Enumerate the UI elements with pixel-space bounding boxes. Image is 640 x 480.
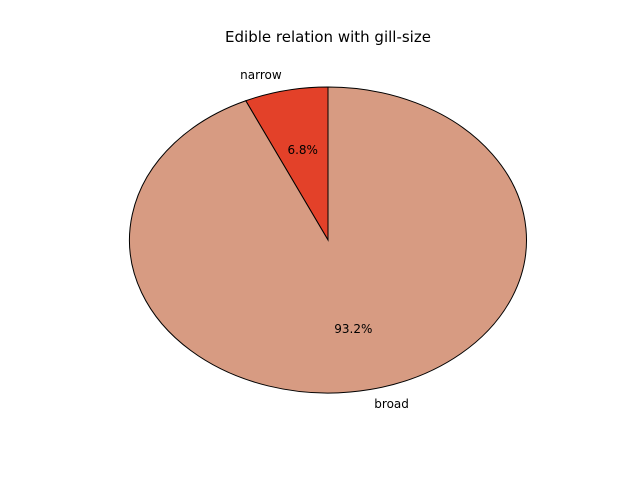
slice-narrow-pct: 6.8% [287, 143, 318, 157]
slice-narrow-label: narrow [240, 68, 282, 82]
slice-broad-label: broad [374, 397, 409, 411]
chart-title: Edible relation with gill-size [225, 28, 431, 46]
slice-broad-pct: 93.2% [334, 322, 372, 336]
slice-broad [129, 86, 527, 394]
